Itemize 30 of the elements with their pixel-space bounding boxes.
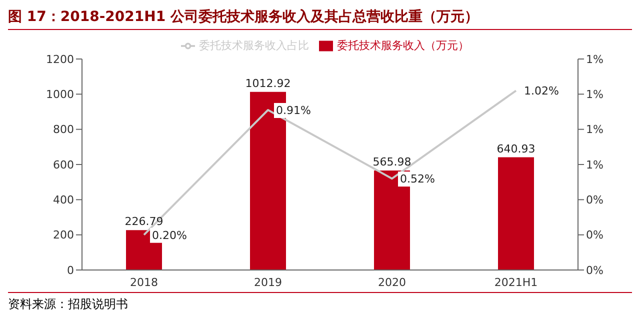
bar: [498, 157, 534, 270]
text: 资料来源：招股说明书: [8, 292, 632, 313]
y-tick-label: 200: [53, 228, 74, 242]
x-tick-label: 2019: [254, 276, 282, 289]
y2-tick-label: 0%: [586, 264, 604, 277]
y-tick-label: 1000: [46, 88, 74, 102]
data-label: 0.91%: [276, 104, 311, 117]
y2-tick-label: 1%: [586, 123, 604, 136]
y-tick-label: 0: [67, 264, 74, 277]
y2-tick-label: 0%: [586, 228, 604, 242]
data-label: 1012.92: [245, 76, 291, 90]
data-label: 640.93: [496, 142, 536, 156]
x-tick-label: 2021H1: [494, 276, 538, 289]
legend-label: 委托技术服务收入（万元）: [337, 39, 469, 52]
y-tick-label: 1200: [46, 52, 74, 66]
data-label: 226.79: [124, 215, 164, 228]
y2-tick-label: 1%: [586, 88, 604, 102]
x-tick-label: 2020: [378, 276, 406, 289]
y-tick-label: 800: [53, 123, 74, 136]
x-tick-label: 2018: [130, 276, 158, 289]
data-label: 0.20%: [152, 228, 187, 242]
data-label: 0.52%: [400, 172, 435, 186]
y2-tick-label: 1%: [586, 158, 604, 172]
y2-tick-label: 1%: [586, 52, 604, 66]
y2-tick-label: 0%: [586, 194, 604, 207]
y-tick-label: 600: [53, 158, 74, 172]
y-tick-label: 400: [53, 194, 74, 207]
data-label: 1.02%: [524, 84, 559, 98]
chart-title: 图 17：2018-2021H1 公司委托技术服务收入及其占总营收比重（万元）: [8, 8, 632, 30]
data-label: 565.98: [372, 155, 412, 168]
